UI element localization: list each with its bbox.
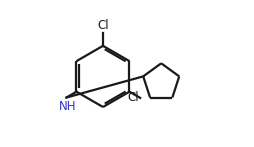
Text: Cl: Cl [128, 91, 139, 104]
Text: Cl: Cl [97, 19, 109, 32]
Text: NH: NH [59, 100, 76, 113]
